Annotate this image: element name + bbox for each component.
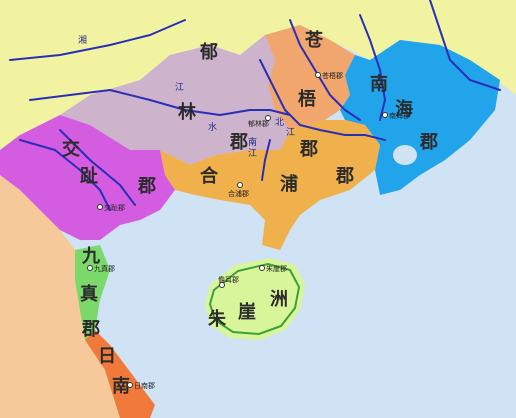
- label-cangwu-3: 郡: [299, 139, 318, 160]
- town-dot: [219, 282, 225, 288]
- label-zhuya-2: 崖: [238, 301, 256, 323]
- town-rinan-seat: 日南郡: [134, 381, 155, 390]
- town-yulin-seat: 郁林郡: [248, 119, 269, 128]
- label-jiuzhen-2: 真: [80, 283, 98, 305]
- label-jiuzhen-3: 郡: [81, 319, 100, 340]
- river-black: [59, 129, 136, 206]
- label-jiaozhi-1: 交: [62, 138, 80, 160]
- label-jiuzhen-1: 九: [81, 246, 100, 267]
- river-label-jiang: 江: [175, 82, 184, 93]
- river-label-beijiang-2: 江: [286, 127, 295, 138]
- river-yujiang: [29, 89, 291, 116]
- northern-land: [0, 0, 516, 150]
- river-red: [19, 139, 111, 211]
- town-daner: 儋耳郡: [218, 275, 239, 284]
- label-jiaozhi-3: 郡: [137, 176, 156, 197]
- town-dot: [97, 204, 103, 210]
- town-zhuya-seat: 朱崖郡: [266, 264, 287, 273]
- label-jiaozhi-2: 趾: [80, 165, 98, 187]
- label-yulin-2: 林: [178, 101, 196, 123]
- label-hepu-1: 合: [200, 165, 219, 187]
- rinan-commandery: [85, 330, 155, 418]
- river-dongjiang: [359, 14, 386, 121]
- label-zhuya-3: 洲: [270, 289, 288, 310]
- river-label-nanjiang-2: 江: [248, 148, 257, 159]
- town-dot: [127, 382, 133, 388]
- label-rinan-1: 日: [98, 346, 116, 367]
- river-northwest: [9, 19, 186, 61]
- label-nanhai-2: 海: [395, 98, 413, 120]
- label-yulin-1: 郁: [199, 41, 218, 63]
- town-cangwu-seat: 苍梧郡: [322, 71, 343, 80]
- river-label-nanjiang-1: 南: [248, 136, 257, 148]
- town-hepu-seat: 合浦郡: [228, 189, 249, 198]
- town-dot: [265, 115, 271, 121]
- town-dot: [315, 72, 321, 78]
- river-label-xiang: 湘: [78, 34, 87, 46]
- nanhai-commandery: [340, 40, 500, 195]
- river-beijiang: [289, 19, 361, 121]
- river-east: [429, 0, 501, 91]
- river-label-shui: 水: [208, 121, 217, 133]
- jiuzhen-commandery: [75, 245, 110, 340]
- yulin-commandery: [60, 35, 290, 165]
- label-rinan-2: 南: [112, 375, 130, 397]
- town-dot: [87, 265, 93, 271]
- label-zhuya-1: 朱: [208, 308, 227, 330]
- label-yulin-3: 郡: [229, 132, 248, 153]
- town-markers: 郁林郡 苍梧郡 南海郡 合浦郡 交趾郡 九真郡 日南郡 朱崖郡 儋耳郡: [87, 71, 410, 390]
- label-hepu-2: 浦: [280, 173, 298, 195]
- river-xijiang: [259, 59, 386, 141]
- hainan-outline: [208, 262, 301, 336]
- town-jiuzhen-seat: 九真郡: [94, 264, 115, 273]
- cangwu-commandery: [265, 25, 355, 130]
- western-land: [0, 175, 120, 418]
- label-cangwu-1: 苍: [304, 29, 324, 51]
- town-jiaozhi-seat: 交趾郡: [104, 203, 125, 212]
- label-hepu-3: 郡: [335, 166, 354, 187]
- hepu-commandery: [160, 120, 380, 250]
- river-label-beijiang-1: 北: [275, 117, 284, 128]
- label-cangwu-2: 梧: [298, 88, 316, 110]
- river-nanliu: [261, 139, 271, 181]
- town-dot: [259, 265, 265, 271]
- label-nanhai-3: 郡: [419, 132, 438, 153]
- town-dot: [237, 182, 243, 188]
- town-nanhai-seat: 南海郡: [389, 111, 410, 120]
- town-dot: [382, 112, 388, 118]
- label-nanhai-1: 南: [370, 73, 388, 95]
- bay-island: [393, 145, 417, 165]
- rivers: [9, 0, 501, 211]
